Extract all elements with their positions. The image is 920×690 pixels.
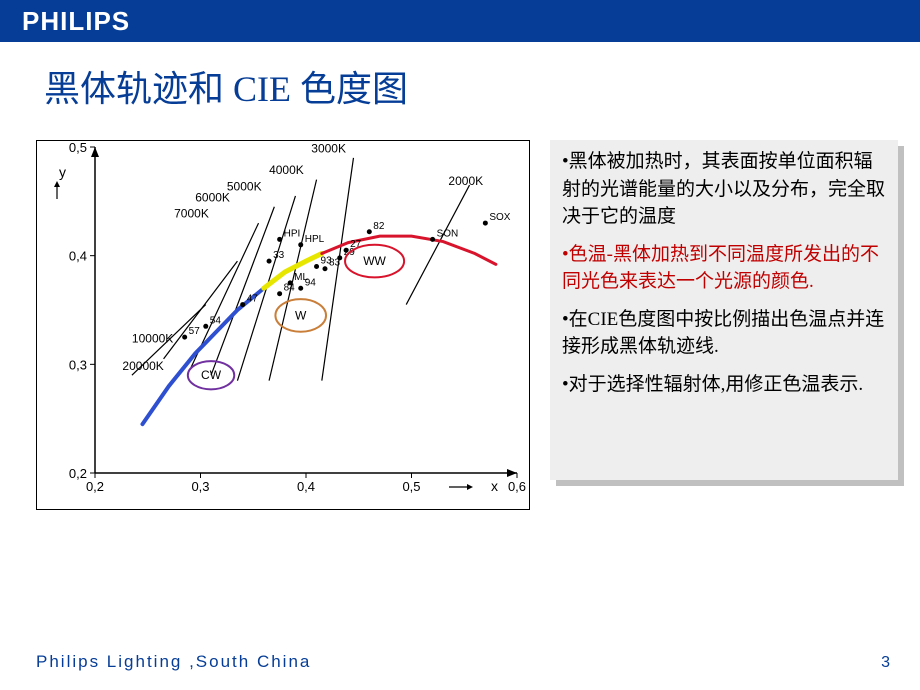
- svg-text:82: 82: [373, 221, 385, 232]
- svg-text:CW: CW: [201, 368, 222, 382]
- svg-text:3000K: 3000K: [311, 141, 346, 155]
- side-text-3: •在CIE色度图中按比例描出色温点并连接形成黑体轨迹线.: [562, 306, 886, 361]
- svg-text:20000K: 20000K: [122, 359, 163, 373]
- footer-text: Philips Lighting ,South China: [36, 652, 311, 672]
- chart-svg: 0,2 0,3 0,4 0,5 0,2 0,3 0,4 0,5 0,6 y x 20000K 10000…: [37, 141, 531, 511]
- svg-text:2000K: 2000K: [448, 174, 483, 188]
- svg-text:0,5: 0,5: [402, 479, 420, 494]
- philips-logo: PHILIPS: [22, 6, 130, 37]
- header-bar: PHILIPS: [0, 0, 920, 42]
- page-title: 黑体轨迹和 CIE 色度图: [44, 60, 920, 112]
- side-panel: •黑体被加热时，其表面按单位面积辐射的光谱能量的大小以及分布，完全取决于它的温度…: [550, 140, 898, 480]
- svg-text:57: 57: [189, 326, 201, 337]
- page-number: 3: [881, 654, 890, 672]
- side-panel-wrap: •黑体被加热时，其表面按单位面积辐射的光谱能量的大小以及分布，完全取决于它的温度…: [550, 140, 898, 480]
- svg-text:HPL: HPL: [305, 234, 325, 245]
- svg-text:47: 47: [247, 294, 259, 305]
- svg-text:0,4: 0,4: [297, 479, 315, 494]
- svg-text:10000K: 10000K: [132, 332, 173, 346]
- svg-text:HPI: HPI: [284, 228, 301, 239]
- svg-text:6000K: 6000K: [195, 190, 230, 204]
- svg-text:y: y: [59, 164, 66, 180]
- svg-text:4000K: 4000K: [269, 163, 304, 177]
- svg-text:SOX: SOX: [489, 212, 510, 223]
- svg-text:54: 54: [210, 315, 222, 326]
- cie-chart: 0,2 0,3 0,4 0,5 0,2 0,3 0,4 0,5 0,6 y x 20000K 10000…: [36, 140, 530, 510]
- svg-text:0,3: 0,3: [191, 479, 209, 494]
- side-text-2: •色温-黑体加热到不同温度所发出的不同光色来表达一个光源的颜色.: [562, 241, 886, 296]
- svg-text:0,2: 0,2: [69, 466, 87, 481]
- svg-text:W: W: [295, 308, 307, 322]
- svg-text:5000K: 5000K: [227, 179, 262, 193]
- svg-text:SON: SON: [437, 228, 459, 239]
- svg-text:x: x: [491, 478, 498, 494]
- content-area: 0,2 0,3 0,4 0,5 0,2 0,3 0,4 0,5 0,6 y x 20000K 10000…: [0, 140, 920, 510]
- svg-text:94: 94: [305, 277, 317, 288]
- side-text-4: •对于选择性辐射体,用修正色温表示.: [562, 371, 886, 399]
- svg-text:0,2: 0,2: [86, 479, 104, 494]
- svg-text:WW: WW: [363, 254, 386, 268]
- svg-text:0,6: 0,6: [508, 479, 526, 494]
- svg-text:7000K: 7000K: [174, 207, 209, 221]
- side-text-1: •黑体被加热时，其表面按单位面积辐射的光谱能量的大小以及分布，完全取决于它的温度: [562, 148, 886, 231]
- svg-text:0,5: 0,5: [69, 141, 87, 155]
- svg-text:0,3: 0,3: [69, 357, 87, 372]
- svg-text:33: 33: [273, 250, 285, 261]
- svg-text:0,4: 0,4: [69, 249, 87, 264]
